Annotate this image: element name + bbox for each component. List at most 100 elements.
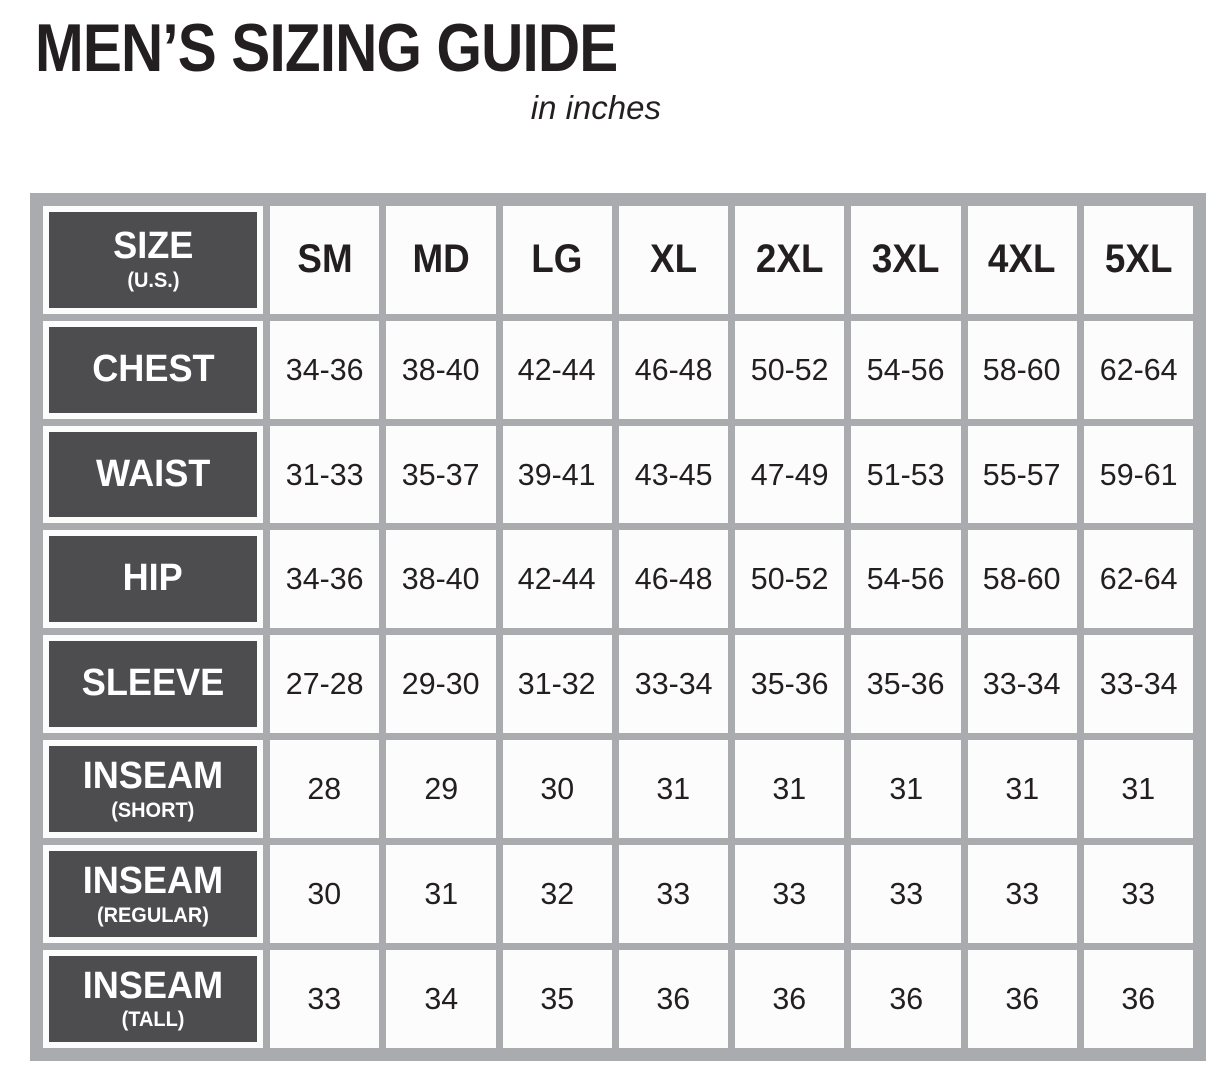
measurement-value: 42-44	[518, 351, 596, 387]
measurement-value-cell: 51-53	[851, 425, 961, 524]
measurement-label-cell-box: INSEAM (TALL)	[49, 956, 257, 1042]
measurement-value-cell: 33	[735, 845, 845, 944]
size-column-header-cell: SM	[270, 206, 380, 314]
measurement-value-cell: 36	[1083, 950, 1193, 1048]
row-sublabel: (TALL)	[121, 1008, 185, 1032]
measurement-value: 58-60	[983, 351, 1061, 387]
size-column-header-cell: 3XL	[851, 206, 961, 314]
size-header-cell-box: SIZE (U.S.)	[49, 212, 257, 308]
size-column-header-cell: 2XL	[735, 206, 845, 314]
measurement-value-cell: 29-30	[386, 635, 496, 734]
measurement-value: 62-64	[1099, 561, 1178, 597]
size-column-header-cell: LG	[502, 206, 612, 314]
measurement-value-cell: 54-56	[851, 530, 961, 629]
measurement-label-cell: INSEAM (REGULAR)	[43, 845, 263, 944]
size-column-header: MD	[412, 237, 470, 282]
measurement-value: 31	[772, 771, 807, 807]
row-label: INSEAM	[82, 754, 224, 797]
measurement-value: 59-61	[1099, 456, 1178, 492]
measurement-value: 27-28	[285, 666, 364, 702]
measurement-value-cell: 36	[967, 950, 1077, 1048]
measurement-value: 29-30	[402, 666, 480, 702]
measurement-value-cell: 31	[967, 740, 1077, 839]
row-label: INSEAM	[82, 964, 224, 1007]
measurement-value: 33-34	[1099, 666, 1178, 702]
measurement-label-cell-box: CHEST	[49, 326, 257, 413]
measurement-value: 50-52	[750, 351, 829, 387]
measurement-value-cell: 35	[502, 950, 612, 1048]
size-column-header-cell: MD	[386, 206, 496, 314]
measurement-value-cell: 34-36	[270, 530, 380, 629]
size-column-header-cell: XL	[618, 206, 728, 314]
measurement-value-cell: 33-34	[618, 635, 728, 734]
measurement-value: 31-33	[285, 456, 364, 492]
measurement-value-cell: 30	[270, 845, 380, 944]
measurement-label-cell-box: HIP	[49, 536, 257, 623]
measurement-value-cell: 46-48	[618, 320, 728, 419]
measurement-value-cell: 31-33	[270, 425, 380, 524]
row-sublabel: (U.S.)	[126, 269, 180, 293]
measurement-value: 33	[1005, 876, 1040, 912]
measurement-value: 54-56	[867, 561, 945, 597]
measurement-label-cell: WAIST	[43, 425, 263, 524]
measurement-value: 43-45	[634, 456, 713, 492]
measurement-value-cell: 38-40	[386, 320, 496, 419]
measurement-label-cell-box: INSEAM (REGULAR)	[49, 851, 257, 938]
measurement-value: 28	[307, 771, 342, 807]
measurement-value: 33	[1121, 876, 1156, 912]
measurement-value-cell: 38-40	[386, 530, 496, 629]
measurement-value-cell: 32	[502, 845, 612, 944]
measurement-value-cell: 47-49	[735, 425, 845, 524]
page-title: MEN’S SIZING GUIDE	[35, 10, 618, 86]
measurement-value: 62-64	[1099, 351, 1178, 387]
measurement-value-cell: 33-34	[967, 635, 1077, 734]
measurement-value: 33	[888, 876, 923, 912]
measurement-label-cell: SLEEVE	[43, 635, 263, 734]
measurement-value: 30	[307, 876, 342, 912]
measurement-value-cell: 27-28	[270, 635, 380, 734]
measurement-value: 34-36	[285, 561, 364, 597]
measurement-value: 46-48	[634, 561, 713, 597]
measurement-value: 31-32	[518, 666, 596, 702]
measurement-value-cell: 33	[270, 950, 380, 1048]
measurement-value: 46-48	[634, 351, 713, 387]
page-subtitle: in inches	[530, 89, 661, 126]
measurement-value: 36	[1005, 981, 1040, 1017]
measurement-value: 33	[307, 981, 342, 1017]
measurement-value: 31	[888, 771, 923, 807]
size-column-header: 3XL	[872, 237, 940, 282]
measurement-value: 38-40	[402, 351, 480, 387]
measurement-value-cell: 33	[618, 845, 728, 944]
measurement-value: 51-53	[867, 456, 945, 492]
measurement-value: 31	[1005, 771, 1040, 807]
header-block: MEN’S SIZING GUIDE in inches	[35, 14, 663, 127]
measurement-value-cell: 35-36	[735, 635, 845, 734]
measurement-label-cell-box: INSEAM (SHORT)	[49, 746, 257, 833]
row-label: SLEEVE	[81, 662, 225, 705]
measurement-value-cell: 42-44	[502, 320, 612, 419]
measurement-value-cell: 31	[851, 740, 961, 839]
measurement-value-cell: 33	[1083, 845, 1193, 944]
measurement-value: 42-44	[518, 561, 596, 597]
measurement-value: 35	[540, 981, 575, 1017]
measurement-value: 36	[656, 981, 691, 1017]
measurement-value-cell: 58-60	[967, 530, 1077, 629]
measurement-value: 39-41	[518, 456, 596, 492]
measurement-value-cell: 46-48	[618, 530, 728, 629]
size-column-header-cell: 4XL	[967, 206, 1077, 314]
measurement-value: 35-37	[402, 456, 480, 492]
measurement-value: 55-57	[983, 456, 1061, 492]
measurement-value-cell: 31-32	[502, 635, 612, 734]
measurement-value-cell: 42-44	[502, 530, 612, 629]
measurement-value-cell: 31	[386, 845, 496, 944]
measurement-value: 31	[1121, 771, 1156, 807]
measurement-value-cell: 43-45	[618, 425, 728, 524]
measurement-value-cell: 36	[851, 950, 961, 1048]
measurement-value: 34-36	[285, 351, 364, 387]
measurement-value-cell: 28	[270, 740, 380, 839]
measurement-value-cell: 36	[618, 950, 728, 1048]
size-header-cell: SIZE (U.S.)	[43, 206, 263, 314]
size-column-header-cell: 5XL	[1083, 206, 1193, 314]
row-label: HIP	[122, 557, 184, 600]
measurement-value-cell: 35-36	[851, 635, 961, 734]
